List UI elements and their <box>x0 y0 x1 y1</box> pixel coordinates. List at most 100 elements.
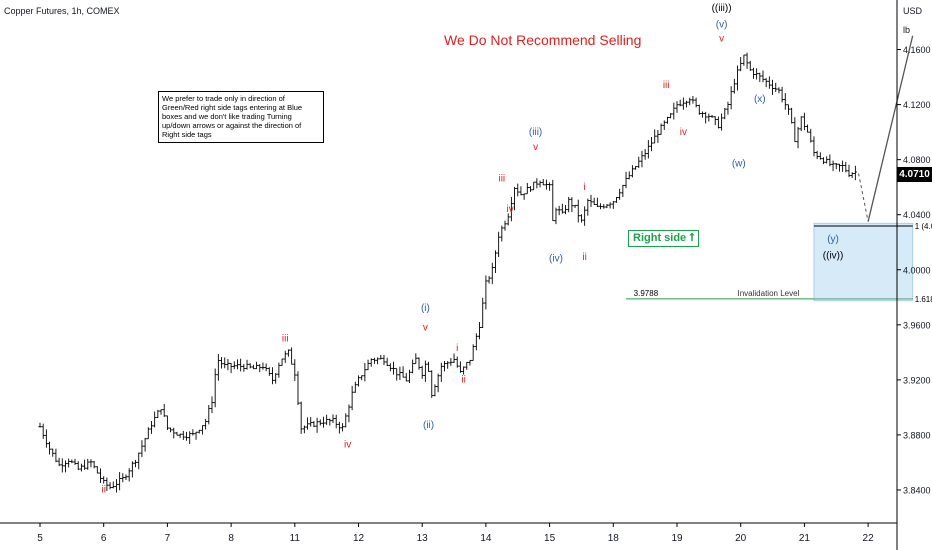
ohlc-bar <box>340 423 345 432</box>
wave-label: (v) <box>716 20 728 31</box>
ohlc-bar <box>462 366 466 375</box>
ohlc-bar <box>404 372 408 382</box>
wave-label: ii <box>582 252 586 263</box>
ohlc-bar <box>548 182 552 191</box>
ohlc-bar <box>850 172 854 178</box>
ohlc-bar <box>739 56 743 72</box>
invalidation-label: Invalidation Level <box>738 289 800 298</box>
ohlc-bar <box>704 111 708 124</box>
ohlc-bar <box>376 357 380 365</box>
x-tick-label: 11 <box>290 533 301 544</box>
ohlc-bar <box>841 160 845 172</box>
ohlc-bar <box>729 86 733 110</box>
ohlc-bar <box>780 86 784 103</box>
ohlc-bar <box>637 156 641 168</box>
ohlc-bar <box>825 156 829 164</box>
x-tick-label: 8 <box>228 533 234 544</box>
ohlc-bar <box>60 458 64 473</box>
x-tick-label: 20 <box>735 533 747 544</box>
ohlc-bar <box>624 171 628 189</box>
ohlc-bar <box>226 359 230 371</box>
y-tick-label: 4.1600 <box>903 45 931 55</box>
ohlc-bar <box>777 87 781 94</box>
ohlc-bar <box>662 120 666 130</box>
ohlc-bar <box>570 197 574 213</box>
ohlc-bar <box>560 203 564 214</box>
ohlc-bar <box>586 198 590 216</box>
ohlc-bar <box>541 178 545 186</box>
ohlc-bar <box>111 481 115 489</box>
y-tick-label: 3.9200 <box>903 375 931 385</box>
ohlc-bar <box>665 116 670 124</box>
ohlc-bar <box>216 353 220 381</box>
ohlc-bar <box>691 95 695 104</box>
wave-label: (iii) <box>529 127 542 138</box>
ohlc-bar <box>347 404 351 423</box>
ohlc-bar <box>793 117 797 143</box>
ohlc-bar <box>118 472 122 491</box>
blue-entry-box <box>813 222 914 302</box>
ohlc-bar <box>592 197 596 205</box>
ohlc-bar <box>621 184 625 198</box>
ohlc-bar <box>98 468 103 483</box>
ohlc-bar <box>694 97 698 108</box>
ohlc-bar <box>659 123 663 135</box>
ohlc-bar <box>522 193 526 200</box>
wave-label: (y) <box>827 234 839 245</box>
ohlc-bar <box>627 171 631 180</box>
ohlc-bar <box>716 116 721 129</box>
ohlc-bar <box>105 477 109 491</box>
ohlc-bar <box>70 459 74 464</box>
ohlc-bar <box>790 107 794 124</box>
ohlc-bar <box>356 375 361 387</box>
ohlc-bar <box>630 165 635 178</box>
ohlc-bar <box>159 409 163 415</box>
ohlc-bar <box>286 349 291 357</box>
ohlc-bar <box>191 429 195 436</box>
ohlc-bar <box>130 461 134 478</box>
ohlc-bar <box>63 460 68 473</box>
ohlc-bar <box>197 429 201 434</box>
y-tick-label: 3.9600 <box>903 320 931 330</box>
projection-dashed <box>858 173 869 222</box>
ohlc-bar <box>420 365 424 379</box>
ohlc-bar <box>334 414 338 429</box>
wave-label: v <box>533 142 538 153</box>
right-side-tag: Right side ⭡ <box>628 230 700 247</box>
ohlc-bar <box>165 415 169 430</box>
ohlc-bar <box>640 150 644 168</box>
ohlc-bar <box>379 354 383 360</box>
x-tick-label: 7 <box>165 533 171 544</box>
ohlc-bar <box>605 203 609 209</box>
ohlc-bar <box>684 100 689 108</box>
ohlc-bar <box>73 458 77 466</box>
ohlc-bar <box>391 361 396 375</box>
ohlc-bar <box>382 354 386 366</box>
ohlc-bar <box>783 93 787 110</box>
ohlc-bar <box>500 225 504 242</box>
x-tick-label: 12 <box>353 533 365 544</box>
ohlc-bar <box>137 452 141 470</box>
ohlc-bar <box>487 276 491 284</box>
ohlc-bar <box>423 360 427 382</box>
ohlc-bar <box>735 65 740 91</box>
ohlc-bar <box>86 458 90 470</box>
ohlc-bar <box>267 367 271 376</box>
ohlc-bar <box>299 401 303 434</box>
ohlc-bar <box>802 112 806 131</box>
ohlc-bar <box>742 54 746 66</box>
ohlc-bar <box>143 437 147 452</box>
ohlc-bar <box>707 113 711 122</box>
ohlc-bar <box>337 421 341 434</box>
ohlc-bar <box>774 82 778 92</box>
wave-label: ((iii)) <box>712 3 732 14</box>
ohlc-bar <box>108 482 112 490</box>
ohlc-bar <box>51 448 55 457</box>
ohlc-bar <box>178 433 182 438</box>
invalidation-price-label: 3.9788 <box>634 289 659 298</box>
ohlc-bar <box>538 180 542 188</box>
ohlc-bar <box>579 214 584 223</box>
wave-label: i <box>584 182 586 193</box>
ohlc-bar <box>847 164 851 178</box>
